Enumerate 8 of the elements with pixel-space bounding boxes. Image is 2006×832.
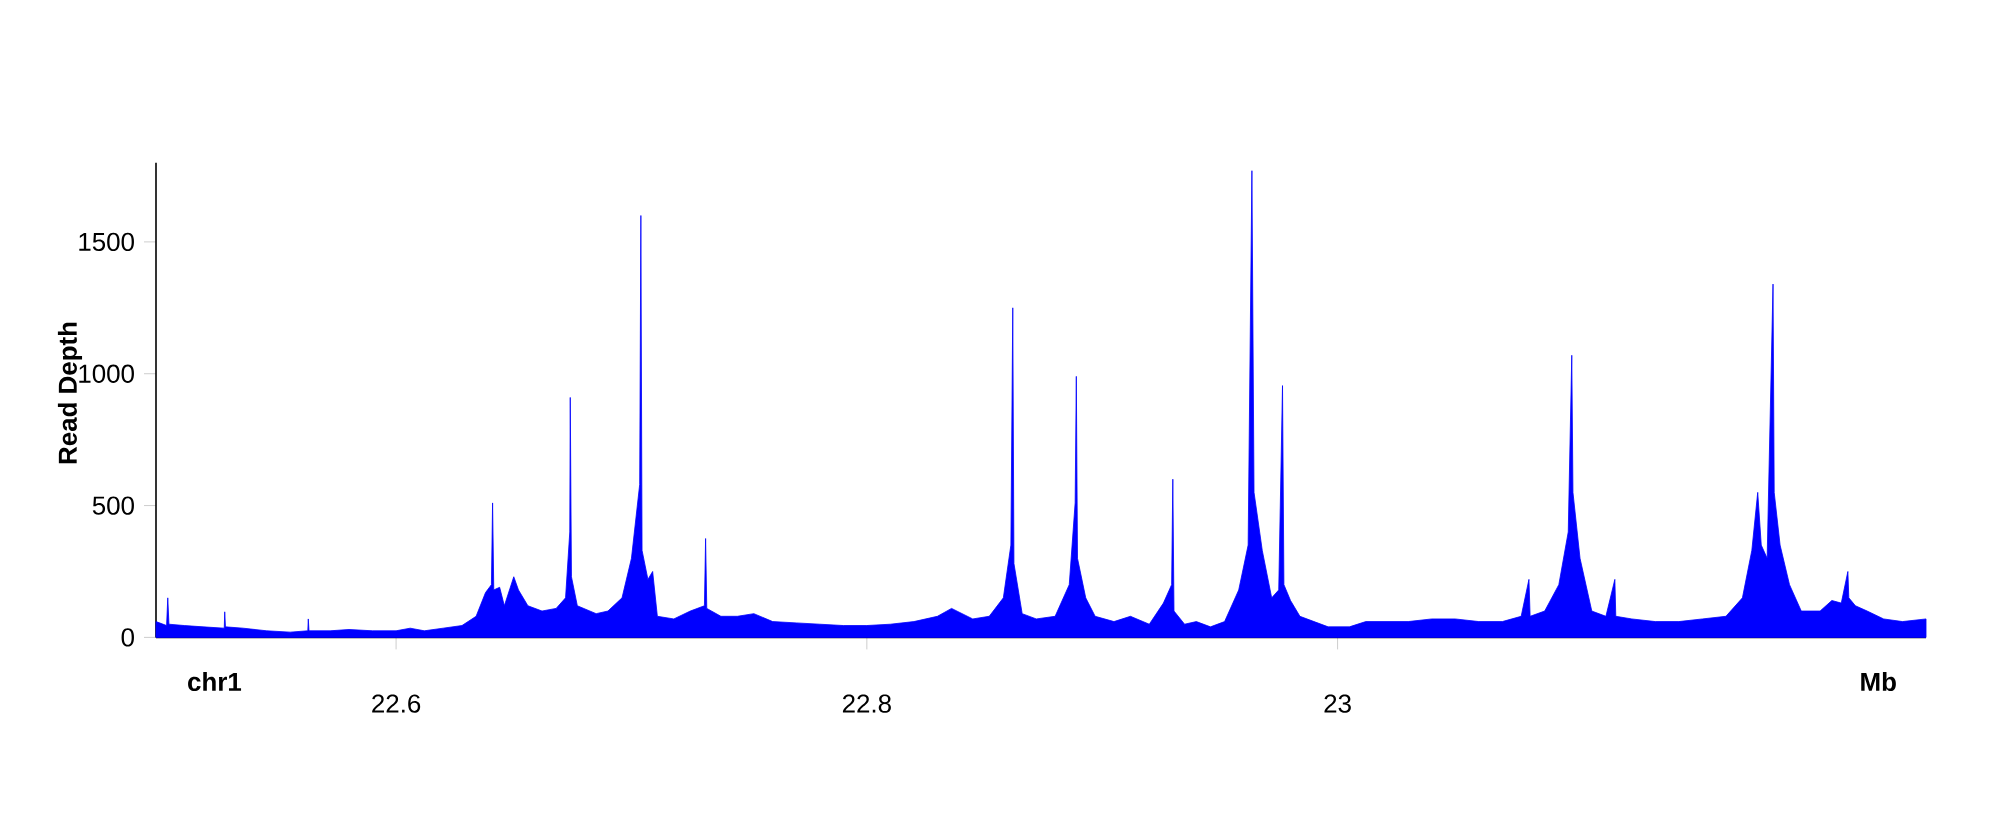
x-tick-label: 22.6 <box>372 694 421 713</box>
text: Mb <box>1861 672 1896 692</box>
text: chr1 <box>188 672 242 692</box>
y-tick-label: 0 <box>121 628 134 647</box>
y-tick-label: 1500 <box>79 232 134 252</box>
x-tick-label: 22.8 <box>842 694 891 713</box>
y-tick-label: 500 <box>92 496 134 515</box>
x-tick-label: 23 <box>1324 694 1351 713</box>
